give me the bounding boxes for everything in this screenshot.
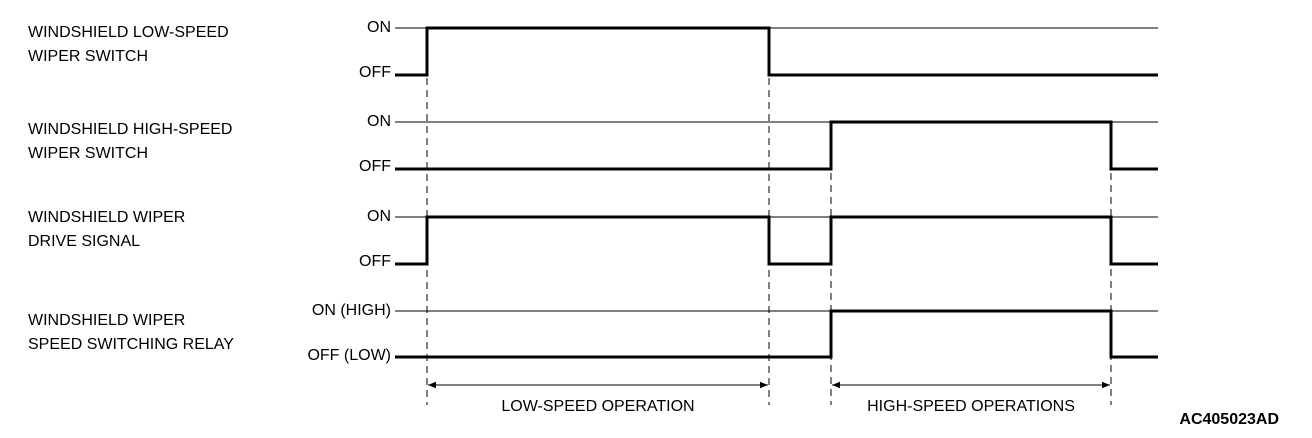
state-label: ON xyxy=(367,113,391,130)
signal-label: WIPER SWITCH xyxy=(28,48,148,65)
state-label: ON xyxy=(367,19,391,36)
state-label: ON xyxy=(367,208,391,225)
state-label: ON (HIGH) xyxy=(312,302,391,319)
state-label: OFF (LOW) xyxy=(307,347,391,364)
state-label: OFF xyxy=(359,158,391,175)
signal-label: WINDSHIELD WIPER xyxy=(28,209,185,226)
state-label: OFF xyxy=(359,64,391,81)
operation-label: HIGH-SPEED OPERATIONS xyxy=(867,398,1075,415)
waveforms xyxy=(395,26,1158,359)
figure-id: AC405023AD xyxy=(1179,411,1279,428)
signal-label: DRIVE SIGNAL xyxy=(28,233,140,250)
operation-label: LOW-SPEED OPERATION xyxy=(501,398,694,415)
signal-label: WIPER SWITCH xyxy=(28,145,148,162)
signal-label: SPEED SWITCHING RELAY xyxy=(28,336,234,353)
signal-label: WINDSHIELD LOW-SPEED xyxy=(28,24,229,41)
state-labels: ON OFF ON OFF ON OFF ON (HIGH) OFF (LOW) xyxy=(307,19,391,364)
operation-spans: LOW-SPEED OPERATION HIGH-SPEED OPERATION… xyxy=(428,381,1110,415)
signal-label: WINDSHIELD WIPER xyxy=(28,312,185,329)
signal-label: WINDSHIELD HIGH-SPEED xyxy=(28,121,232,138)
state-label: OFF xyxy=(359,253,391,270)
signal-labels: WINDSHIELD LOW-SPEED WIPER SWITCH WINDSH… xyxy=(28,24,234,353)
